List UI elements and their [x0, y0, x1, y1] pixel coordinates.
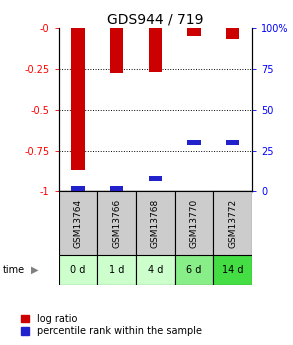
- Bar: [187, 140, 201, 145]
- Bar: [97, 255, 136, 285]
- Bar: [149, 28, 162, 72]
- Text: GSM13766: GSM13766: [112, 199, 121, 248]
- Bar: [110, 28, 123, 73]
- Bar: [59, 191, 97, 255]
- Bar: [213, 255, 252, 285]
- Bar: [71, 186, 85, 191]
- Bar: [71, 28, 85, 170]
- Bar: [226, 140, 239, 145]
- Bar: [226, 28, 239, 39]
- Text: GSM13764: GSM13764: [74, 199, 82, 248]
- Bar: [213, 191, 252, 255]
- Text: time: time: [3, 265, 25, 275]
- Text: ▶: ▶: [31, 265, 39, 275]
- Title: GDS944 / 719: GDS944 / 719: [107, 12, 204, 27]
- Bar: [149, 176, 162, 181]
- Text: GSM13768: GSM13768: [151, 199, 160, 248]
- Text: 0 d: 0 d: [70, 265, 86, 275]
- Legend: log ratio, percentile rank within the sample: log ratio, percentile rank within the sa…: [20, 312, 204, 338]
- Text: 14 d: 14 d: [222, 265, 243, 275]
- Text: GSM13772: GSM13772: [228, 199, 237, 248]
- Bar: [110, 186, 123, 191]
- Text: GSM13770: GSM13770: [190, 199, 198, 248]
- Text: 6 d: 6 d: [186, 265, 202, 275]
- Bar: [136, 255, 175, 285]
- Text: 1 d: 1 d: [109, 265, 124, 275]
- Bar: [59, 255, 97, 285]
- Bar: [175, 191, 213, 255]
- Bar: [175, 255, 213, 285]
- Text: 4 d: 4 d: [148, 265, 163, 275]
- Bar: [187, 28, 201, 36]
- Bar: [136, 191, 175, 255]
- Bar: [97, 191, 136, 255]
